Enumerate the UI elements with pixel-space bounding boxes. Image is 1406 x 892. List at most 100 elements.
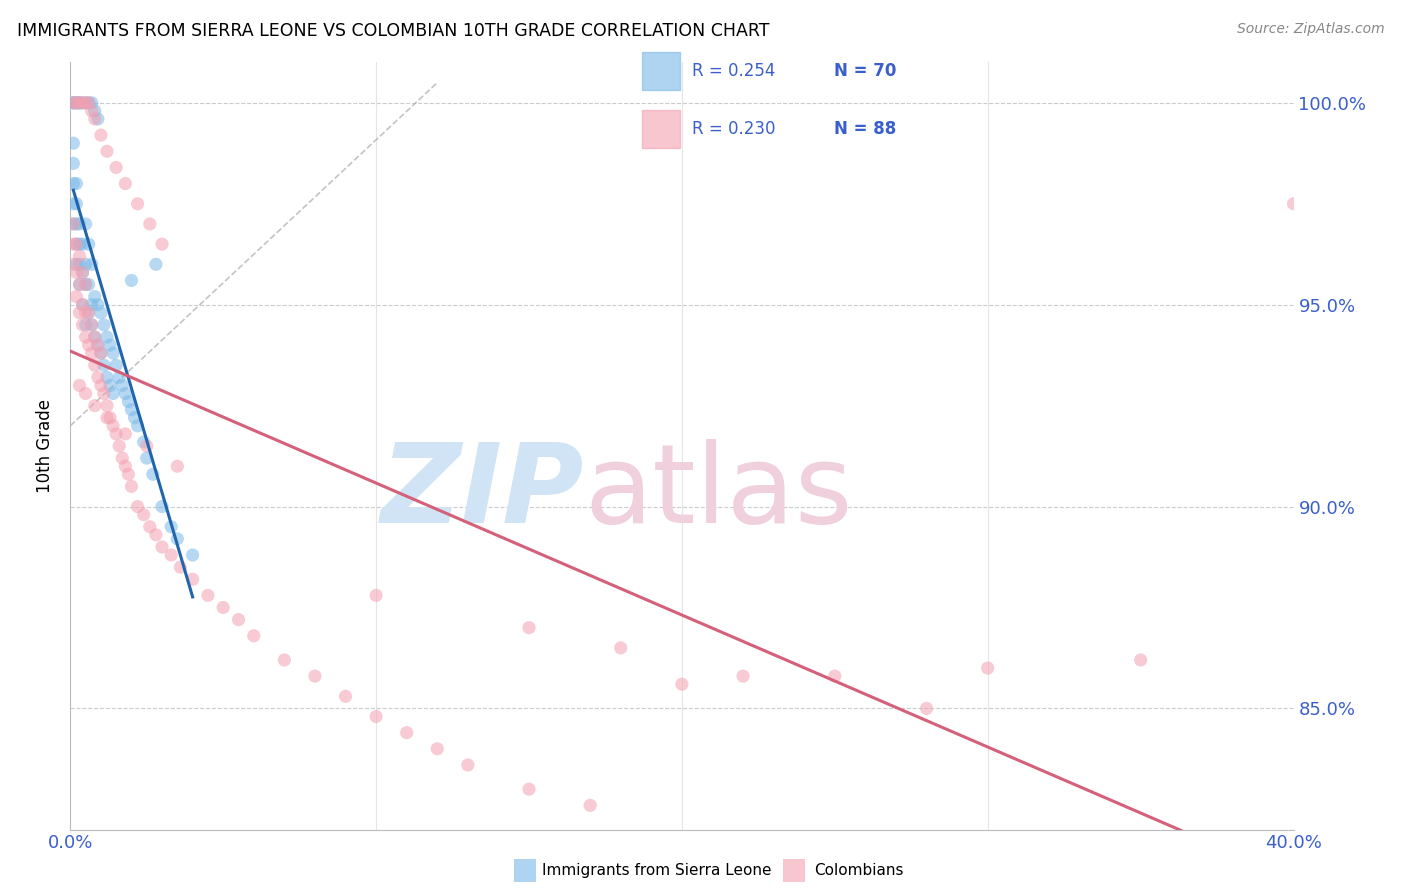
Point [69, 95, 91, 110]
Point [121, 273, 143, 287]
Point [65, 95, 87, 110]
Point [65, 95, 87, 110]
Point [197, 588, 219, 602]
Point [69, 217, 91, 231]
Point [142, 467, 165, 482]
Text: N = 70: N = 70 [834, 62, 896, 80]
Point [114, 426, 136, 441]
Point [101, 346, 124, 360]
Point [98, 378, 121, 392]
Text: Source: ZipAtlas.com: Source: ZipAtlas.com [1237, 22, 1385, 37]
Point [96, 370, 118, 384]
Point [72, 237, 94, 252]
Point [90, 378, 112, 392]
Point [75, 277, 97, 292]
Point [65, 177, 87, 191]
Text: Colombians: Colombians [814, 863, 904, 878]
Point [228, 613, 250, 627]
Point [108, 370, 131, 384]
Point [83, 330, 105, 344]
Point [273, 653, 295, 667]
Point [87, 298, 110, 312]
Point [72, 265, 94, 279]
Point [80, 95, 103, 110]
Point [65, 196, 87, 211]
Point [69, 95, 91, 110]
Point [114, 459, 136, 474]
Point [62, 237, 84, 252]
Point [62, 95, 84, 110]
Point [77, 237, 100, 252]
Point [335, 690, 357, 704]
Point [62, 95, 84, 110]
Point [62, 217, 84, 231]
Point [150, 540, 173, 554]
Point [75, 95, 97, 110]
Point [93, 318, 115, 332]
Point [90, 346, 112, 360]
Point [366, 588, 388, 602]
Point [181, 572, 204, 586]
Point [160, 520, 183, 534]
Point [181, 548, 204, 562]
FancyBboxPatch shape [783, 859, 806, 882]
Text: R = 0.254: R = 0.254 [692, 62, 775, 80]
Point [80, 257, 103, 271]
Point [169, 560, 191, 574]
Point [75, 318, 97, 332]
Point [96, 410, 118, 425]
Point [75, 277, 97, 292]
Point [127, 196, 149, 211]
Point [62, 217, 84, 231]
Point [80, 346, 103, 360]
Point [135, 439, 157, 453]
Point [80, 103, 103, 118]
Point [150, 237, 173, 252]
Point [915, 701, 938, 715]
Point [127, 500, 149, 514]
Text: Immigrants from Sierra Leone: Immigrants from Sierra Leone [543, 863, 772, 878]
Point [83, 330, 105, 344]
Point [579, 798, 602, 813]
Text: R = 0.230: R = 0.230 [692, 120, 776, 137]
Point [75, 330, 97, 344]
Point [166, 532, 188, 546]
Point [135, 451, 157, 466]
Point [62, 257, 84, 271]
Point [96, 399, 118, 413]
Point [72, 298, 94, 312]
Y-axis label: 10th Grade: 10th Grade [37, 399, 55, 493]
Point [111, 378, 134, 392]
Point [83, 290, 105, 304]
Point [62, 156, 84, 170]
Point [132, 508, 155, 522]
Point [62, 196, 84, 211]
Point [77, 95, 100, 110]
Point [72, 95, 94, 110]
Point [90, 128, 112, 142]
Point [69, 257, 91, 271]
Point [72, 95, 94, 110]
Text: ZIP: ZIP [381, 439, 583, 546]
Point [517, 621, 540, 635]
Point [77, 306, 100, 320]
Point [75, 257, 97, 271]
Point [96, 145, 118, 159]
Point [139, 520, 162, 534]
Point [93, 386, 115, 401]
FancyBboxPatch shape [641, 110, 681, 148]
Point [75, 386, 97, 401]
Point [824, 669, 846, 683]
Point [243, 629, 266, 643]
Point [69, 277, 91, 292]
Point [139, 217, 162, 231]
Point [166, 459, 188, 474]
Point [160, 548, 183, 562]
Point [77, 306, 100, 320]
Text: atlas: atlas [583, 439, 852, 546]
Point [87, 112, 110, 126]
Point [65, 257, 87, 271]
Point [87, 370, 110, 384]
Point [212, 600, 235, 615]
Point [80, 298, 103, 312]
